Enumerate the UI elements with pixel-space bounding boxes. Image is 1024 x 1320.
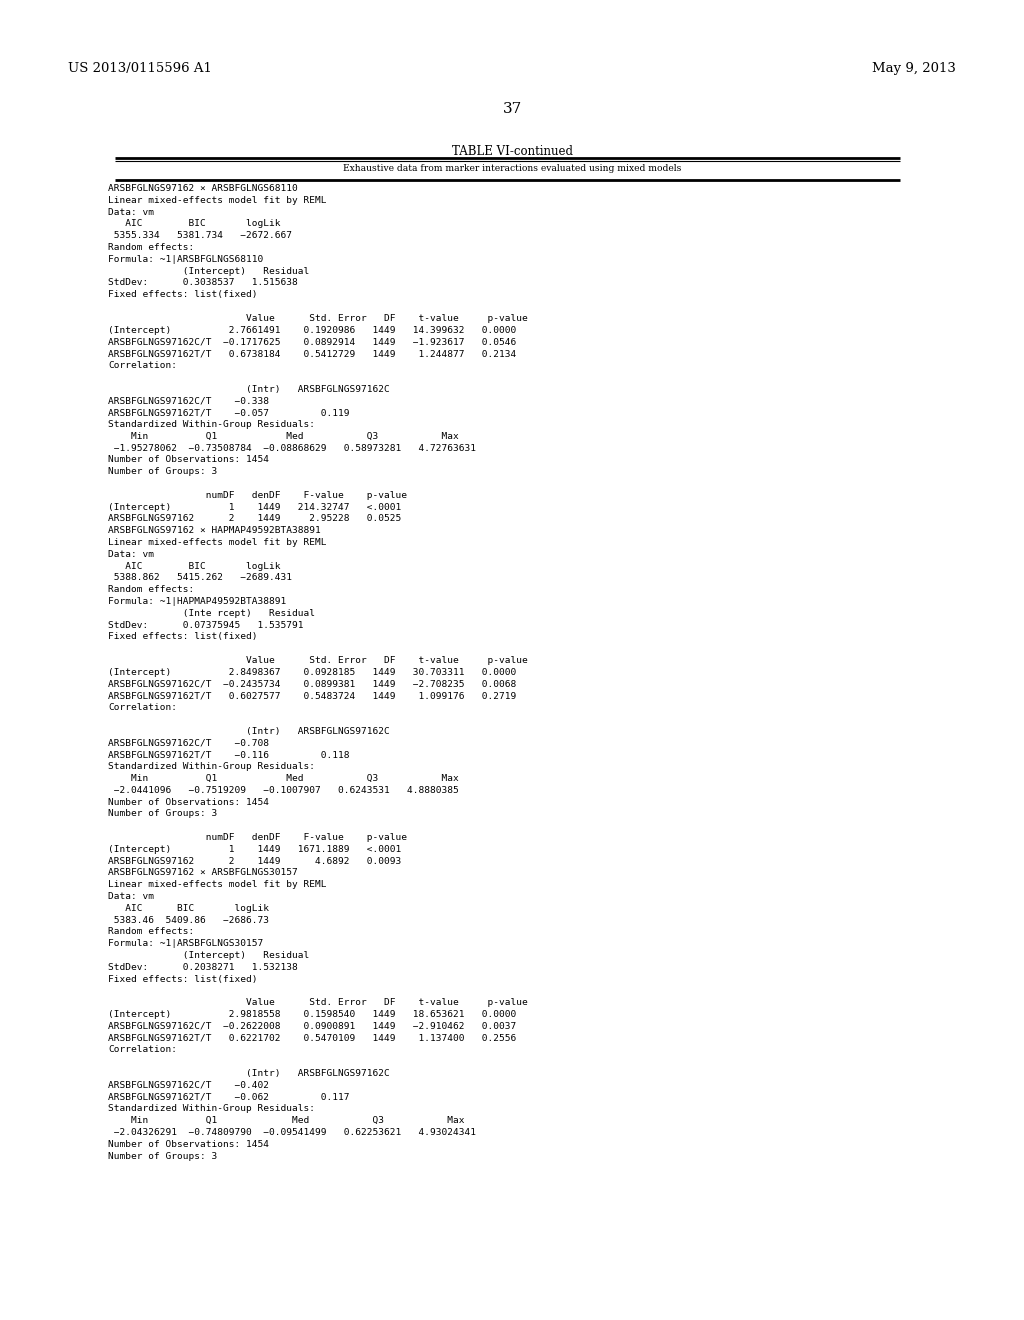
Text: Standardized Within-Group Residuals:: Standardized Within-Group Residuals: [108, 1105, 315, 1113]
Text: Number of Groups: 3: Number of Groups: 3 [108, 809, 217, 818]
Text: ARSBFGLNGS97162      2    1449      4.6892   0.0093: ARSBFGLNGS97162 2 1449 4.6892 0.0093 [108, 857, 401, 866]
Text: Exhaustive data from marker interactions evaluated using mixed models: Exhaustive data from marker interactions… [343, 164, 681, 173]
Text: ARSBFGLNGS97162 × ARSBFGLNGS68110: ARSBFGLNGS97162 × ARSBFGLNGS68110 [108, 183, 298, 193]
Text: ARSBFGLNGS97162T/T   0.6027577    0.5483724   1449    1.099176   0.2719: ARSBFGLNGS97162T/T 0.6027577 0.5483724 1… [108, 692, 516, 701]
Text: TABLE VI-continued: TABLE VI-continued [452, 145, 572, 158]
Text: Number of Groups: 3: Number of Groups: 3 [108, 1151, 217, 1160]
Text: (Intercept)          2.9818558    0.1598540   1449   18.653621   0.0000: (Intercept) 2.9818558 0.1598540 1449 18.… [108, 1010, 516, 1019]
Text: (Intr)   ARSBFGLNGS97162C: (Intr) ARSBFGLNGS97162C [108, 384, 390, 393]
Text: AIC        BIC       logLik: AIC BIC logLik [108, 561, 281, 570]
Text: Value      Std. Error   DF    t-value     p-value: Value Std. Error DF t-value p-value [108, 314, 527, 323]
Text: (Intr)   ARSBFGLNGS97162C: (Intr) ARSBFGLNGS97162C [108, 727, 390, 735]
Text: (Intercept)          2.7661491    0.1920986   1449   14.399632   0.0000: (Intercept) 2.7661491 0.1920986 1449 14.… [108, 326, 516, 334]
Text: 37: 37 [503, 102, 521, 116]
Text: −2.0441096   −0.7519209   −0.1007907   0.6243531   4.8880385: −2.0441096 −0.7519209 −0.1007907 0.62435… [108, 785, 459, 795]
Text: (Intercept)          2.8498367    0.0928185   1449   30.703311   0.0000: (Intercept) 2.8498367 0.0928185 1449 30.… [108, 668, 516, 677]
Text: (Inte rcept)   Residual: (Inte rcept) Residual [108, 609, 315, 618]
Text: Min          Q1             Med           Q3           Max: Min Q1 Med Q3 Max [108, 1117, 465, 1125]
Text: (Intercept)          1    1449   1671.1889   <.0001: (Intercept) 1 1449 1671.1889 <.0001 [108, 845, 401, 854]
Text: ARSBFGLNGS97162 × ARSBFGLNGS30157: ARSBFGLNGS97162 × ARSBFGLNGS30157 [108, 869, 298, 878]
Text: ARSBFGLNGS97162 × HAPMAP49592BTA38891: ARSBFGLNGS97162 × HAPMAP49592BTA38891 [108, 527, 321, 535]
Text: ARSBFGLNGS97162      2    1449     2.95228   0.0525: ARSBFGLNGS97162 2 1449 2.95228 0.0525 [108, 515, 401, 524]
Text: numDF   denDF    F-value    p-value: numDF denDF F-value p-value [108, 833, 407, 842]
Text: −2.04326291  −0.74809790  −0.09541499   0.62253621   4.93024341: −2.04326291 −0.74809790 −0.09541499 0.62… [108, 1129, 476, 1137]
Text: Number of Observations: 1454: Number of Observations: 1454 [108, 455, 269, 465]
Text: Formula: ~1|ARSBFGLNGS30157: Formula: ~1|ARSBFGLNGS30157 [108, 940, 263, 948]
Text: AIC      BIC       logLik: AIC BIC logLik [108, 904, 269, 913]
Text: Formula: ~1|ARSBFGLNGS68110: Formula: ~1|ARSBFGLNGS68110 [108, 255, 263, 264]
Text: Random effects:: Random effects: [108, 928, 195, 936]
Text: Value      Std. Error   DF    t-value     p-value: Value Std. Error DF t-value p-value [108, 656, 527, 665]
Text: ARSBFGLNGS97162T/T    −0.057         0.119: ARSBFGLNGS97162T/T −0.057 0.119 [108, 408, 349, 417]
Text: (Intr)   ARSBFGLNGS97162C: (Intr) ARSBFGLNGS97162C [108, 1069, 390, 1078]
Text: Value      Std. Error   DF    t-value     p-value: Value Std. Error DF t-value p-value [108, 998, 527, 1007]
Text: Data: vm: Data: vm [108, 550, 154, 558]
Text: ARSBFGLNGS97162C/T    −0.402: ARSBFGLNGS97162C/T −0.402 [108, 1081, 269, 1090]
Text: Number of Observations: 1454: Number of Observations: 1454 [108, 1139, 269, 1148]
Text: Random effects:: Random effects: [108, 243, 195, 252]
Text: ARSBFGLNGS97162T/T    −0.062         0.117: ARSBFGLNGS97162T/T −0.062 0.117 [108, 1093, 349, 1102]
Text: Fixed effects: list(fixed): Fixed effects: list(fixed) [108, 632, 257, 642]
Text: ARSBFGLNGS97162C/T    −0.338: ARSBFGLNGS97162C/T −0.338 [108, 396, 269, 405]
Text: StdDev:      0.07375945   1.535791: StdDev: 0.07375945 1.535791 [108, 620, 303, 630]
Text: Fixed effects: list(fixed): Fixed effects: list(fixed) [108, 974, 257, 983]
Text: ARSBFGLNGS97162C/T  −0.2435734    0.0899381   1449   −2.708235   0.0068: ARSBFGLNGS97162C/T −0.2435734 0.0899381 … [108, 680, 516, 689]
Text: Standardized Within-Group Residuals:: Standardized Within-Group Residuals: [108, 762, 315, 771]
Text: ARSBFGLNGS97162C/T  −0.1717625    0.0892914   1449   −1.923617   0.0546: ARSBFGLNGS97162C/T −0.1717625 0.0892914 … [108, 338, 516, 346]
Text: ARSBFGLNGS97162C/T    −0.708: ARSBFGLNGS97162C/T −0.708 [108, 739, 269, 747]
Text: Random effects:: Random effects: [108, 585, 195, 594]
Text: ARSBFGLNGS97162T/T    −0.116         0.118: ARSBFGLNGS97162T/T −0.116 0.118 [108, 750, 349, 759]
Text: 5355.334   5381.734   −2672.667: 5355.334 5381.734 −2672.667 [108, 231, 292, 240]
Text: Correlation:: Correlation: [108, 360, 177, 370]
Text: (Intercept)   Residual: (Intercept) Residual [108, 267, 309, 276]
Text: Number of Groups: 3: Number of Groups: 3 [108, 467, 217, 477]
Text: Correlation:: Correlation: [108, 704, 177, 713]
Text: 5383.46  5409.86   −2686.73: 5383.46 5409.86 −2686.73 [108, 916, 269, 924]
Text: Number of Observations: 1454: Number of Observations: 1454 [108, 797, 269, 807]
Text: StdDev:      0.3038537   1.515638: StdDev: 0.3038537 1.515638 [108, 279, 298, 288]
Text: (Intercept)   Residual: (Intercept) Residual [108, 950, 309, 960]
Text: Min          Q1            Med           Q3           Max: Min Q1 Med Q3 Max [108, 774, 459, 783]
Text: Standardized Within-Group Residuals:: Standardized Within-Group Residuals: [108, 420, 315, 429]
Text: ARSBFGLNGS97162C/T  −0.2622008    0.0900891   1449   −2.910462   0.0037: ARSBFGLNGS97162C/T −0.2622008 0.0900891 … [108, 1022, 516, 1031]
Text: Formula: ~1|HAPMAP49592BTA38891: Formula: ~1|HAPMAP49592BTA38891 [108, 597, 287, 606]
Text: ARSBFGLNGS97162T/T   0.6738184    0.5412729   1449    1.244877   0.2134: ARSBFGLNGS97162T/T 0.6738184 0.5412729 1… [108, 350, 516, 358]
Text: Correlation:: Correlation: [108, 1045, 177, 1055]
Text: (Intercept)          1    1449   214.32747   <.0001: (Intercept) 1 1449 214.32747 <.0001 [108, 503, 401, 512]
Text: Fixed effects: list(fixed): Fixed effects: list(fixed) [108, 290, 257, 300]
Text: Data: vm: Data: vm [108, 207, 154, 216]
Text: May 9, 2013: May 9, 2013 [872, 62, 956, 75]
Text: US 2013/0115596 A1: US 2013/0115596 A1 [68, 62, 212, 75]
Text: Min          Q1            Med           Q3           Max: Min Q1 Med Q3 Max [108, 432, 459, 441]
Text: AIC        BIC       logLik: AIC BIC logLik [108, 219, 281, 228]
Text: Linear mixed-effects model fit by REML: Linear mixed-effects model fit by REML [108, 195, 327, 205]
Text: Data: vm: Data: vm [108, 892, 154, 902]
Text: Linear mixed-effects model fit by REML: Linear mixed-effects model fit by REML [108, 880, 327, 890]
Text: StdDev:      0.2038271   1.532138: StdDev: 0.2038271 1.532138 [108, 962, 298, 972]
Text: Linear mixed-effects model fit by REML: Linear mixed-effects model fit by REML [108, 539, 327, 546]
Text: numDF   denDF    F-value    p-value: numDF denDF F-value p-value [108, 491, 407, 500]
Text: −1.95278062  −0.73508784  −0.08868629   0.58973281   4.72763631: −1.95278062 −0.73508784 −0.08868629 0.58… [108, 444, 476, 453]
Text: ARSBFGLNGS97162T/T   0.6221702    0.5470109   1449    1.137400   0.2556: ARSBFGLNGS97162T/T 0.6221702 0.5470109 1… [108, 1034, 516, 1043]
Text: 5388.862   5415.262   −2689.431: 5388.862 5415.262 −2689.431 [108, 573, 292, 582]
